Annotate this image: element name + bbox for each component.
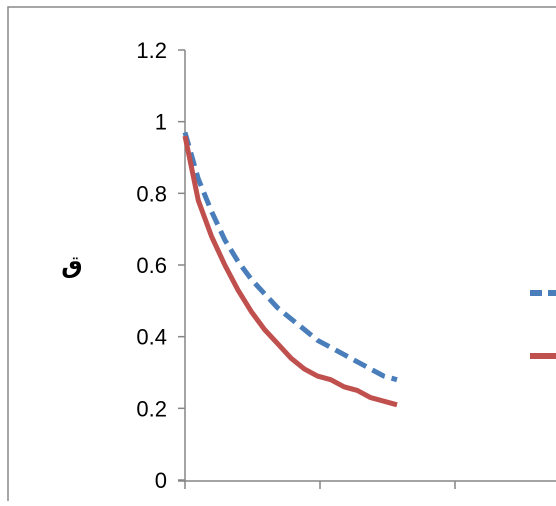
y-tick-label: 0.2 bbox=[136, 396, 167, 421]
y-axis-label: ق bbox=[61, 251, 82, 279]
y-tick-label: 1.2 bbox=[136, 38, 167, 63]
y-tick-label: 0.4 bbox=[136, 325, 167, 350]
chart-border bbox=[8, 7, 556, 501]
y-tick-label: 0.6 bbox=[136, 253, 167, 278]
y-tick-label: 0.8 bbox=[136, 181, 167, 206]
y-tick-label: 0 bbox=[155, 468, 167, 493]
y-tick-label: 1 bbox=[155, 110, 167, 135]
